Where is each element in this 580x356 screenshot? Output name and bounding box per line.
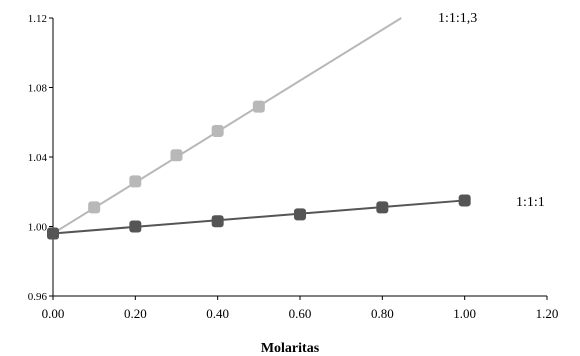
data-points — [47, 100, 471, 240]
x-tick-label: 0.40 — [206, 306, 229, 321]
data-point-series-2 — [47, 227, 59, 240]
x-tick-label: 0.80 — [371, 306, 394, 321]
x-tick-label: 0.60 — [289, 306, 312, 321]
data-point-series-2 — [458, 194, 471, 207]
series-label-2: 1:1:1 — [516, 195, 545, 210]
y-tick-label: 1.08 — [28, 83, 48, 95]
axes — [52, 18, 547, 297]
y-tick-label: 1.00 — [28, 222, 48, 234]
trendlines — [52, 17, 465, 235]
data-point-series-1 — [88, 201, 101, 214]
x-tick-label: 0.00 — [42, 306, 65, 321]
data-point-series-1 — [129, 175, 142, 188]
y-tick-label: 1.04 — [28, 152, 48, 164]
x-tick-label: 1.00 — [453, 306, 476, 321]
data-point-series-2 — [376, 201, 389, 214]
data-point-series-2 — [294, 208, 306, 221]
trendline-series-2 — [52, 199, 465, 235]
y-axis-ticks: 0.96 1.00 1.04 1.08 1.12 — [28, 13, 53, 303]
x-tick-label: 1.20 — [536, 306, 559, 321]
trendline-series-1 — [52, 17, 402, 235]
data-point-series-1 — [252, 100, 265, 113]
y-tick-label: 1.12 — [28, 13, 47, 25]
data-point-series-1 — [211, 124, 224, 137]
x-axis-title: Molaritas — [261, 341, 320, 356]
data-point-series-2 — [211, 215, 224, 228]
y-tick-label: 0.96 — [28, 291, 48, 303]
series-labels: 1:1:1,3 1:1:1 — [438, 11, 545, 210]
x-tick-label: 0.20 — [124, 306, 147, 321]
data-point-series-1 — [170, 149, 183, 162]
series-label-1: 1:1:1,3 — [438, 11, 477, 26]
x-axis-ticks: 0.00 0.20 0.40 0.60 0.80 1.00 1.20 — [42, 296, 559, 321]
data-point-series-2 — [129, 220, 142, 233]
